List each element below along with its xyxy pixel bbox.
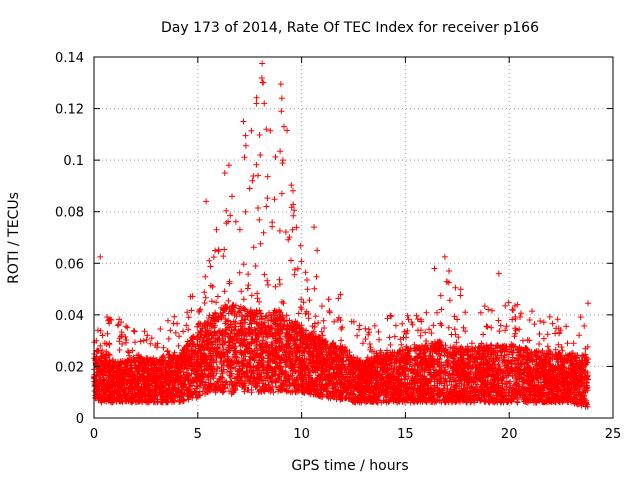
x-tick-label: 10: [293, 427, 310, 442]
scatter-cloud: [91, 75, 591, 410]
y-tick-label: 0.08: [55, 206, 84, 221]
data-point: [260, 79, 267, 86]
y-tick-label: 0: [76, 412, 84, 427]
data-point: [263, 203, 270, 210]
data-point: [203, 198, 210, 205]
data-point: [278, 95, 285, 102]
data-point: [441, 253, 448, 260]
data-point: [97, 253, 104, 260]
y-axis-label: ROTI / TECUs: [6, 192, 22, 284]
data-point: [187, 293, 194, 300]
y-tick-label: 0.12: [55, 103, 84, 118]
data-point: [255, 172, 262, 179]
x-tick-label: 5: [194, 427, 202, 442]
data-point: [279, 157, 286, 164]
data-point: [242, 132, 249, 139]
data-point: [445, 268, 452, 275]
y-tick-label: 0.02: [55, 360, 84, 375]
data-point: [246, 185, 253, 192]
data-point: [277, 81, 284, 88]
data-points: [91, 60, 592, 410]
x-tick-label: 15: [397, 427, 414, 442]
data-point: [280, 123, 287, 130]
x-tick-labels: 0 5 10 15 20 25: [90, 427, 621, 442]
data-point: [225, 162, 232, 169]
chart-title: Day 173 of 2014, Rate Of TEC Index for r…: [161, 20, 539, 36]
y-tick-label: 0.1: [63, 154, 84, 169]
data-point: [278, 190, 285, 197]
data-point: [261, 100, 268, 107]
data-point: [314, 247, 321, 254]
data-point: [431, 265, 438, 272]
x-tick-label: 0: [90, 427, 98, 442]
y-tick-label: 0.04: [55, 309, 84, 324]
data-point: [259, 60, 266, 67]
data-point: [213, 226, 220, 233]
x-tick-label: 25: [605, 427, 622, 442]
data-point: [221, 170, 228, 177]
data-point: [240, 118, 247, 125]
plot-frame: [93, 56, 614, 419]
y-tick-label: 0.06: [55, 257, 84, 272]
data-point: [495, 270, 502, 277]
axis-ticks: [93, 56, 614, 419]
x-tick-label: 20: [501, 427, 518, 442]
x-axis-label: GPS time / hours: [291, 458, 408, 474]
y-tick-label: 0.14: [55, 51, 84, 66]
data-point: [284, 127, 291, 134]
data-point: [311, 224, 318, 231]
data-point: [585, 300, 592, 307]
y-tick-labels: 0 0.02 0.04 0.06 0.08 0.1 0.12 0.14: [55, 51, 84, 427]
